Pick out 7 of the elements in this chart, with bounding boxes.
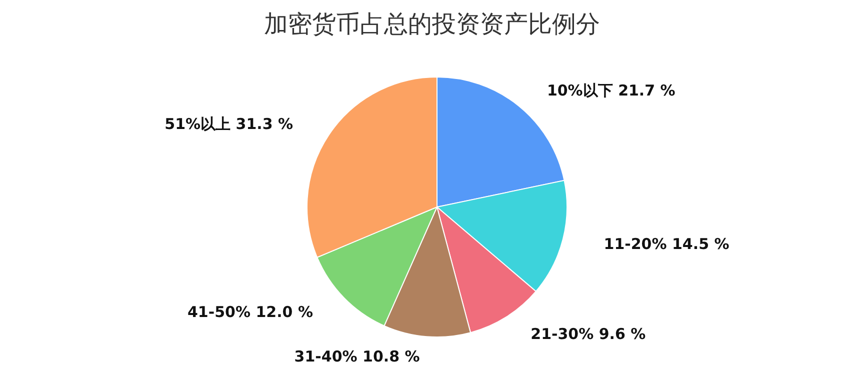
slice-label: 21-30% 9.6 % [530, 324, 646, 343]
slice-label: 10%以下 21.7 % [546, 82, 676, 100]
chart-title: 加密货币占总的投资资产比例分 [263, 9, 601, 40]
slice-label: 31-40% 10.8 % [294, 348, 420, 366]
slice-label: 41-50% 12.0 % [188, 302, 313, 321]
slice-label: 11-20% 14.5 % [604, 235, 730, 254]
slice-label: 51%以上 31.3 % [164, 114, 294, 133]
